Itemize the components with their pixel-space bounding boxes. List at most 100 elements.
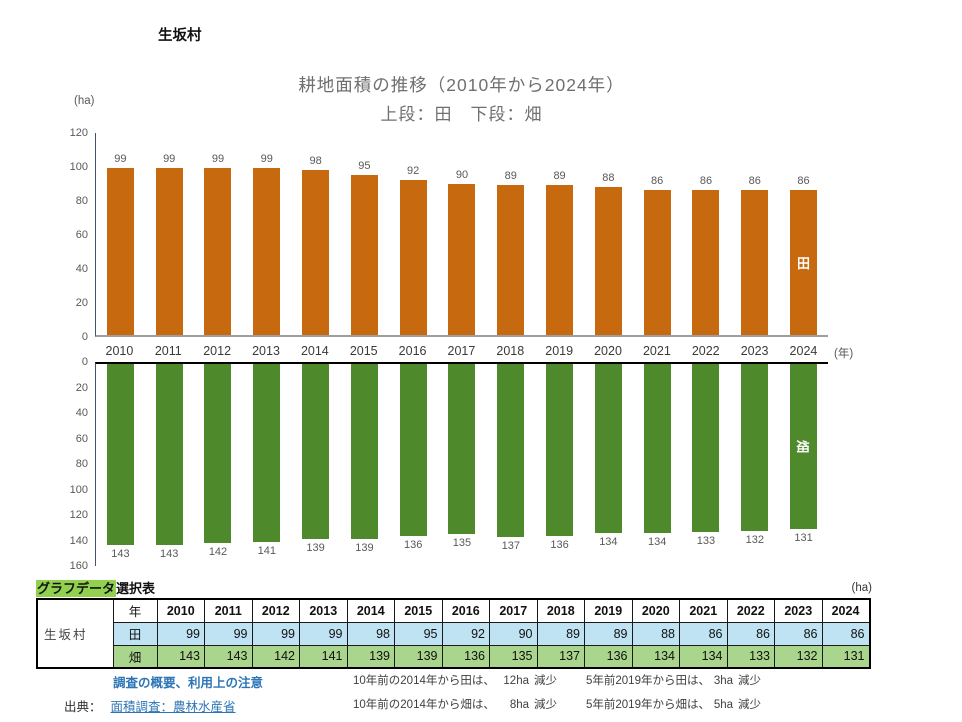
- year-axis-label: 2011: [154, 344, 182, 358]
- paddy-bar: [741, 190, 769, 335]
- note-value: 5ha: [713, 698, 733, 711]
- bar-column: 141: [242, 364, 291, 566]
- paddy-value-cell: 90: [489, 621, 538, 646]
- axis-tick-label: 20: [75, 297, 88, 309]
- bar-column: 132: [730, 364, 779, 566]
- bar-column: 134: [584, 364, 633, 566]
- table-title-rest: 選択表: [116, 581, 156, 596]
- paddy-bar: [399, 180, 427, 335]
- table-unit-label: (ha): [851, 582, 872, 594]
- bar-column: 92: [389, 133, 438, 335]
- year-axis-label: 2024: [789, 344, 818, 358]
- field-bar: [399, 364, 427, 536]
- bar-value-label: 99: [114, 153, 127, 166]
- bar-column: 98: [291, 133, 340, 335]
- source-link[interactable]: 面積調査：農林水産省: [110, 700, 236, 714]
- year-axis-label: 2010: [105, 344, 134, 358]
- field-bar: [253, 364, 281, 542]
- year-cell: 2016: [441, 598, 490, 623]
- bar-column: 95: [340, 133, 389, 335]
- paddy-bar-chart: 99 99 99 99 98 95 92 90 89 89 88 86 86 86 86 田: [95, 133, 828, 337]
- field-bar: [546, 364, 574, 536]
- year-axis-label: 2018: [496, 344, 525, 358]
- bar-column: 136: [389, 364, 438, 566]
- year-axis-label: 2020: [594, 344, 622, 358]
- bar-column: 139: [340, 364, 389, 566]
- bar-column: 139: [291, 364, 340, 566]
- field-bar: [302, 364, 330, 540]
- series-name-label: 畑: [795, 440, 811, 454]
- paddy-bar: [497, 185, 525, 335]
- paddy-bar: [204, 168, 232, 335]
- bar-column: 135: [438, 364, 487, 566]
- axis-tick-label: 0: [81, 331, 88, 343]
- source-line: 出典： 面積調査：農林水産省: [64, 696, 236, 715]
- year-axis-label: 2013: [252, 344, 280, 358]
- bar-column: 86: [682, 133, 731, 335]
- year-cell: 2013: [299, 598, 348, 623]
- bar-column: 89: [486, 133, 535, 335]
- axis-tick-label: 40: [75, 263, 88, 275]
- bar-value-label: 86: [748, 175, 761, 188]
- survey-overview-link[interactable]: 調査の概要、利用上の注意: [113, 676, 264, 690]
- bar-value-label: 99: [163, 153, 176, 166]
- field-value-cell: 139: [394, 644, 443, 669]
- field-y-axis-ticks: 0 20 40 60 80 100 120 140 160: [54, 356, 88, 572]
- table-title: グラフデータ選択表: [36, 578, 155, 597]
- field-value-cell: 131: [821, 644, 870, 669]
- field-value-cell: 136: [584, 644, 633, 669]
- field-bar: 畑: [790, 364, 818, 530]
- field-bar: [155, 364, 183, 545]
- axis-tick-label: 100: [69, 483, 88, 496]
- paddy-value-cell: 89: [584, 621, 633, 646]
- bar-value-label: 86: [797, 175, 810, 188]
- field-bar-chart: 143 143 142 141 139 139 136 135 137 136 134 134 133 1…: [95, 362, 828, 566]
- axis-tick-label: 120: [69, 127, 88, 139]
- note-label: 5年前2019年から田は、: [586, 675, 710, 687]
- bar-column: 88: [584, 133, 633, 335]
- bar-value-label: 99: [211, 153, 225, 166]
- year-cell: 2024: [821, 598, 870, 623]
- paddy-bar: [448, 183, 476, 335]
- note-suffix: 減少: [738, 698, 761, 711]
- year-cell: 2021: [679, 598, 728, 623]
- year-axis-label: 2014: [300, 344, 329, 358]
- year-cell: 2012: [251, 598, 300, 623]
- paddy-value-cell: 99: [204, 621, 253, 646]
- field-bar: [204, 364, 232, 544]
- field-value-cell: 136: [441, 644, 490, 669]
- bar-value-label: 131: [794, 532, 813, 545]
- axis-tick-label: 120: [69, 509, 88, 521]
- axis-tick-label: 20: [75, 381, 88, 394]
- bar-value-label: 143: [160, 547, 179, 560]
- field-value-cell: 143: [156, 644, 205, 669]
- bar-column: 143: [96, 364, 145, 566]
- year-cell: 2014: [346, 598, 395, 623]
- year-axis-label: 2017: [447, 344, 476, 358]
- bar-value-label: 133: [696, 534, 716, 547]
- bar-value-label: 142: [208, 546, 228, 559]
- row-label-cell: 畑: [112, 644, 158, 669]
- field-value-cell: 143: [204, 644, 253, 669]
- change-notes: 10年前の2014年から田は、 12ha 減少 5年前2019年から田は、 3h…: [353, 670, 761, 717]
- axis-tick-label: 60: [75, 432, 88, 445]
- year-cell: 2023: [774, 598, 823, 623]
- x-axis-year-labels: 2010 2011 2012 2013 2014 2015 2016 2017 2018 2019…: [95, 344, 828, 358]
- year-cell: 2022: [726, 598, 775, 623]
- paddy-bar: [350, 175, 378, 335]
- axis-tick-label: 60: [75, 229, 88, 241]
- note-label: 5年前2019年から畑は、: [586, 698, 710, 711]
- field-value-cell: 133: [726, 644, 775, 669]
- field-value-cell: 132: [774, 644, 823, 669]
- paddy-bar: [155, 168, 183, 335]
- bar-value-label: 92: [407, 165, 420, 178]
- axis-tick-label: 160: [69, 560, 88, 572]
- bar-value-label: 139: [355, 542, 374, 555]
- x-axis-unit-label: (年): [834, 348, 854, 360]
- paddy-value-cell: 86: [726, 621, 775, 646]
- year-axis-label: 2016: [398, 344, 427, 358]
- field-change-note: 10年前の2014年から畑は、 8ha 減少 5年前2019年から畑は、 5ha…: [353, 694, 761, 718]
- paddy-value-cell: 99: [156, 621, 205, 646]
- bar-value-label: 137: [501, 539, 520, 552]
- note-value: 12ha: [503, 675, 529, 687]
